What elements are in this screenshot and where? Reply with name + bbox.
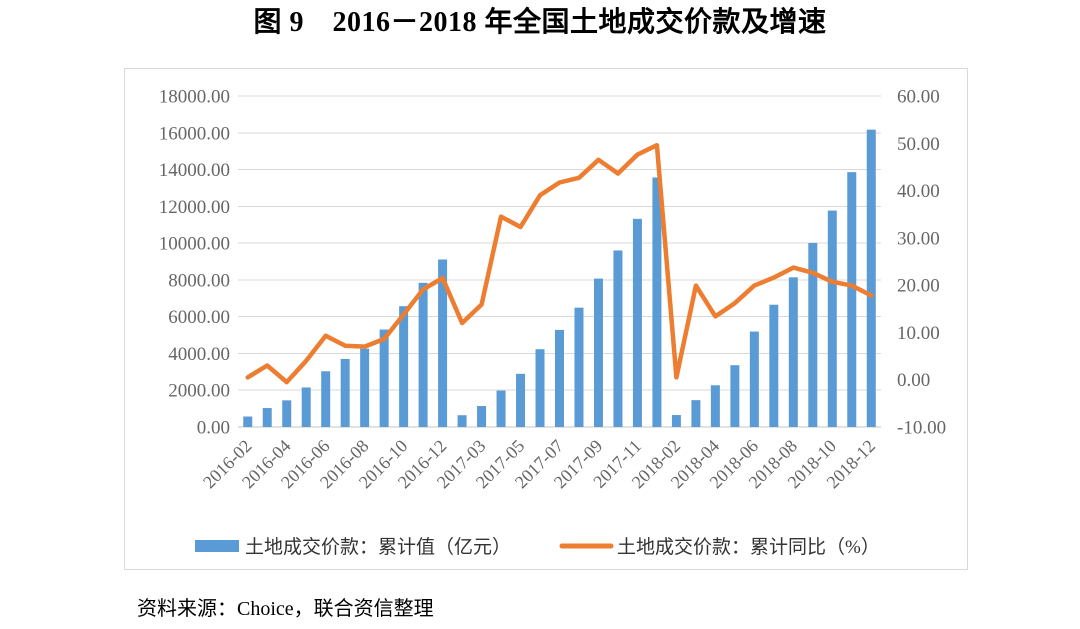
legend: 土地成交价款：累计值（亿元） 土地成交价款：累计同比（%） xyxy=(195,536,880,558)
bar-2016-09 xyxy=(379,329,389,427)
bar-2018-05 xyxy=(730,365,740,427)
bar-2018-03 xyxy=(691,400,701,427)
bar-2017-05 xyxy=(516,373,526,427)
bar-2018-04 xyxy=(710,385,720,427)
right-axis-tick-labels: -10.00 0.00 10.00 20.00 30.00 40.00 50.00 60.00 xyxy=(897,87,946,439)
yoy-line xyxy=(245,142,874,385)
left-axis-tick-labels: 0.00 2000.00 4000.00 6000.00 8000.00 10000.00… xyxy=(159,87,230,439)
bar-2018-06 xyxy=(749,331,759,427)
bar-2016-06 xyxy=(321,371,331,427)
bar-2018-07 xyxy=(769,304,779,427)
bar-2018-10 xyxy=(827,210,837,427)
right-axis-tick-label: 60.00 xyxy=(897,87,940,108)
left-axis-tick-label: 14000.00 xyxy=(159,160,230,181)
bar-2017-08 xyxy=(574,307,584,427)
right-axis-tick-label: 30.00 xyxy=(897,228,940,249)
source-note: 资料来源：Choice，联合资信整理 xyxy=(137,598,434,620)
bar-2017-04 xyxy=(496,390,506,427)
left-axis-tick-label: 4000.00 xyxy=(168,344,230,365)
bar-2016-12 xyxy=(438,259,448,427)
right-axis-tick-label: 20.00 xyxy=(897,276,940,297)
legend-bar-label: 土地成交价款：累计值（亿元） xyxy=(245,536,511,558)
bar-series xyxy=(243,129,876,427)
right-axis-tick-label: -10.00 xyxy=(897,418,946,439)
left-axis-tick-label: 12000.00 xyxy=(159,197,230,218)
bar-2017-09 xyxy=(593,278,603,427)
bar-2017-02 xyxy=(457,415,467,427)
bar-2018-09 xyxy=(808,242,818,427)
bar-2016-05 xyxy=(301,387,311,427)
left-axis-tick-label: 0.00 xyxy=(197,418,230,439)
bar-2016-11 xyxy=(418,282,428,427)
left-axis-tick-label: 10000.00 xyxy=(159,234,230,255)
bar-2016-04 xyxy=(282,400,292,427)
bar-2017-10 xyxy=(613,250,623,427)
bar-2017-03 xyxy=(477,406,487,427)
bar-2018-02 xyxy=(671,415,681,427)
bar-2017-07 xyxy=(555,329,564,427)
right-axis-tick-label: 10.00 xyxy=(897,323,940,344)
right-axis-tick-label: 50.00 xyxy=(897,134,940,155)
bar-2016-03 xyxy=(262,408,272,427)
combo-chart: 0.00 2000.00 4000.00 6000.00 8000.00 10000.00… xyxy=(159,87,946,559)
bar-2016-02 xyxy=(243,416,253,427)
bar-2017-06 xyxy=(535,349,545,427)
right-axis-tick-label: 40.00 xyxy=(897,181,940,202)
bar-2018-08 xyxy=(788,277,798,427)
left-axis-tick-label: 8000.00 xyxy=(168,270,230,291)
bar-2016-10 xyxy=(399,306,409,427)
chart-title: 图 9 2016－2018 年全国土地成交价款及增速 xyxy=(253,7,827,38)
legend-line-label: 土地成交价款：累计同比（%） xyxy=(617,536,880,558)
bar-2017-11 xyxy=(632,218,642,427)
bar-2016-07 xyxy=(340,358,350,427)
bar-2017-12 xyxy=(652,177,662,427)
left-axis-tick-label: 18000.00 xyxy=(159,87,230,108)
chart-frame: 0.00 2000.00 4000.00 6000.00 8000.00 10000.00… xyxy=(124,68,968,570)
left-axis-tick-label: 16000.00 xyxy=(159,123,230,144)
x-axis-tick-labels: 2016-022016-042016-062016-082016-102016-… xyxy=(199,436,879,493)
left-axis-tick-label: 2000.00 xyxy=(168,381,230,402)
bar-2018-12 xyxy=(866,129,876,427)
left-axis-tick-label: 6000.00 xyxy=(168,307,230,328)
bar-2016-08 xyxy=(360,348,370,427)
bar-2018-11 xyxy=(847,172,857,427)
legend-bar-swatch xyxy=(195,540,239,552)
right-axis-tick-label: 0.00 xyxy=(897,370,930,391)
